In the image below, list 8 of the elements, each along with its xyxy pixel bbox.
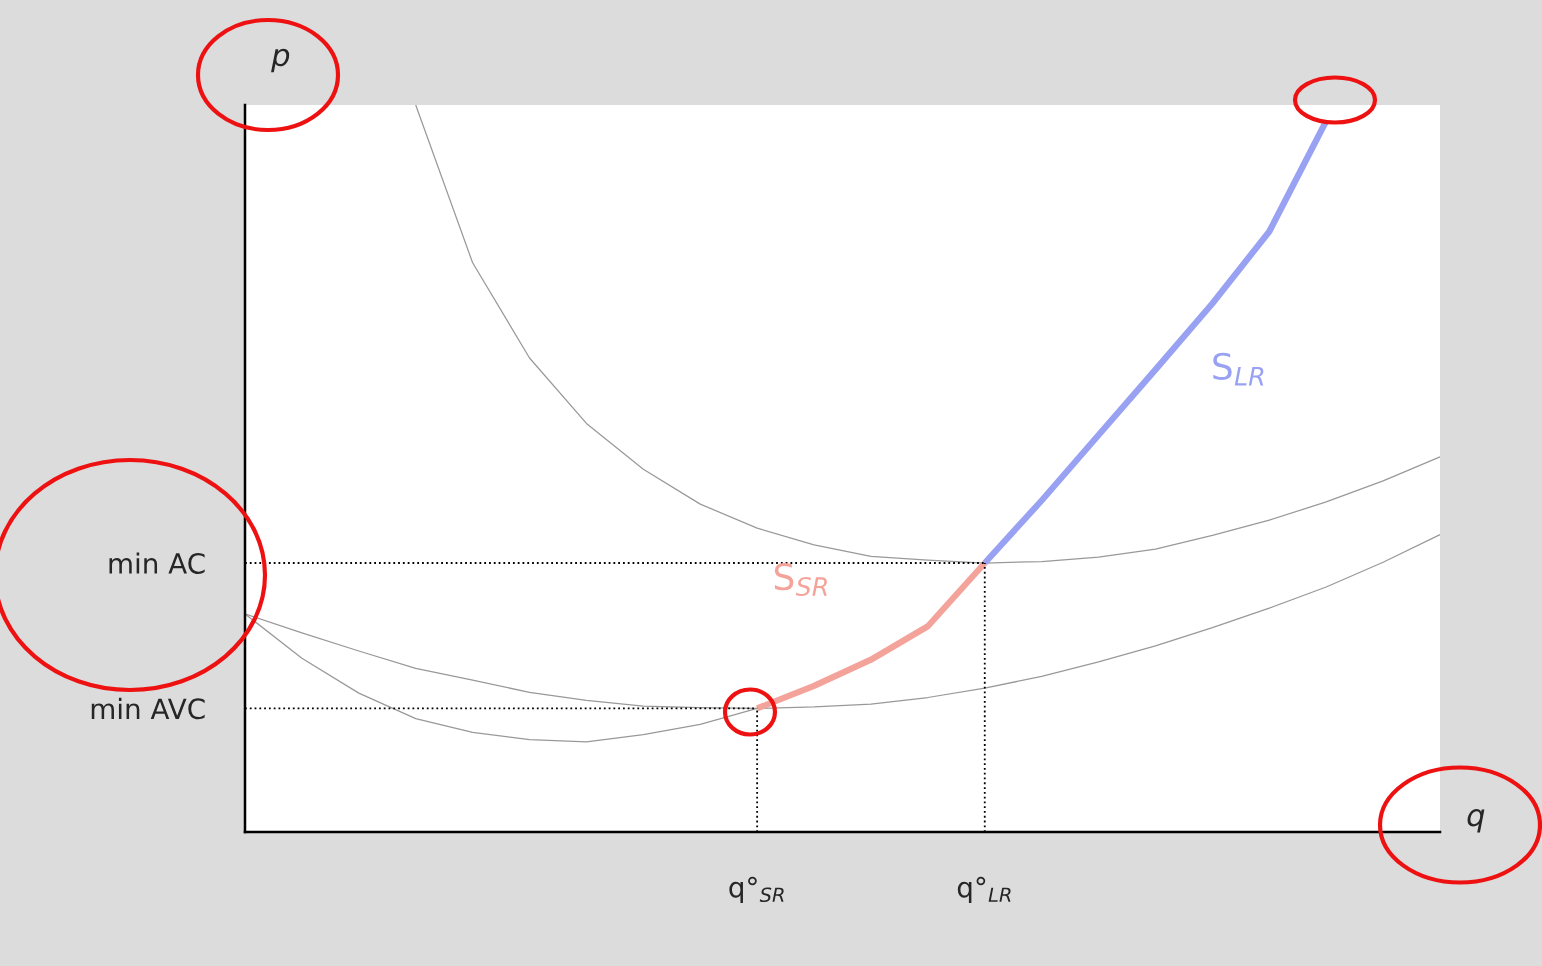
x-axis-title: q [1467,809,1485,833]
ref-line-label: min AVC [91,697,205,720]
x-tick-label: q°$_{SR}$ [729,876,784,904]
ref-line-label: min AC [109,552,205,574]
text: S$_{SR}$ [774,563,827,597]
y-axis-title: p [271,48,290,73]
series-label: S$_{LR}$ [1213,352,1264,386]
x-tick-label: q°$_{LR}$ [957,876,1011,904]
